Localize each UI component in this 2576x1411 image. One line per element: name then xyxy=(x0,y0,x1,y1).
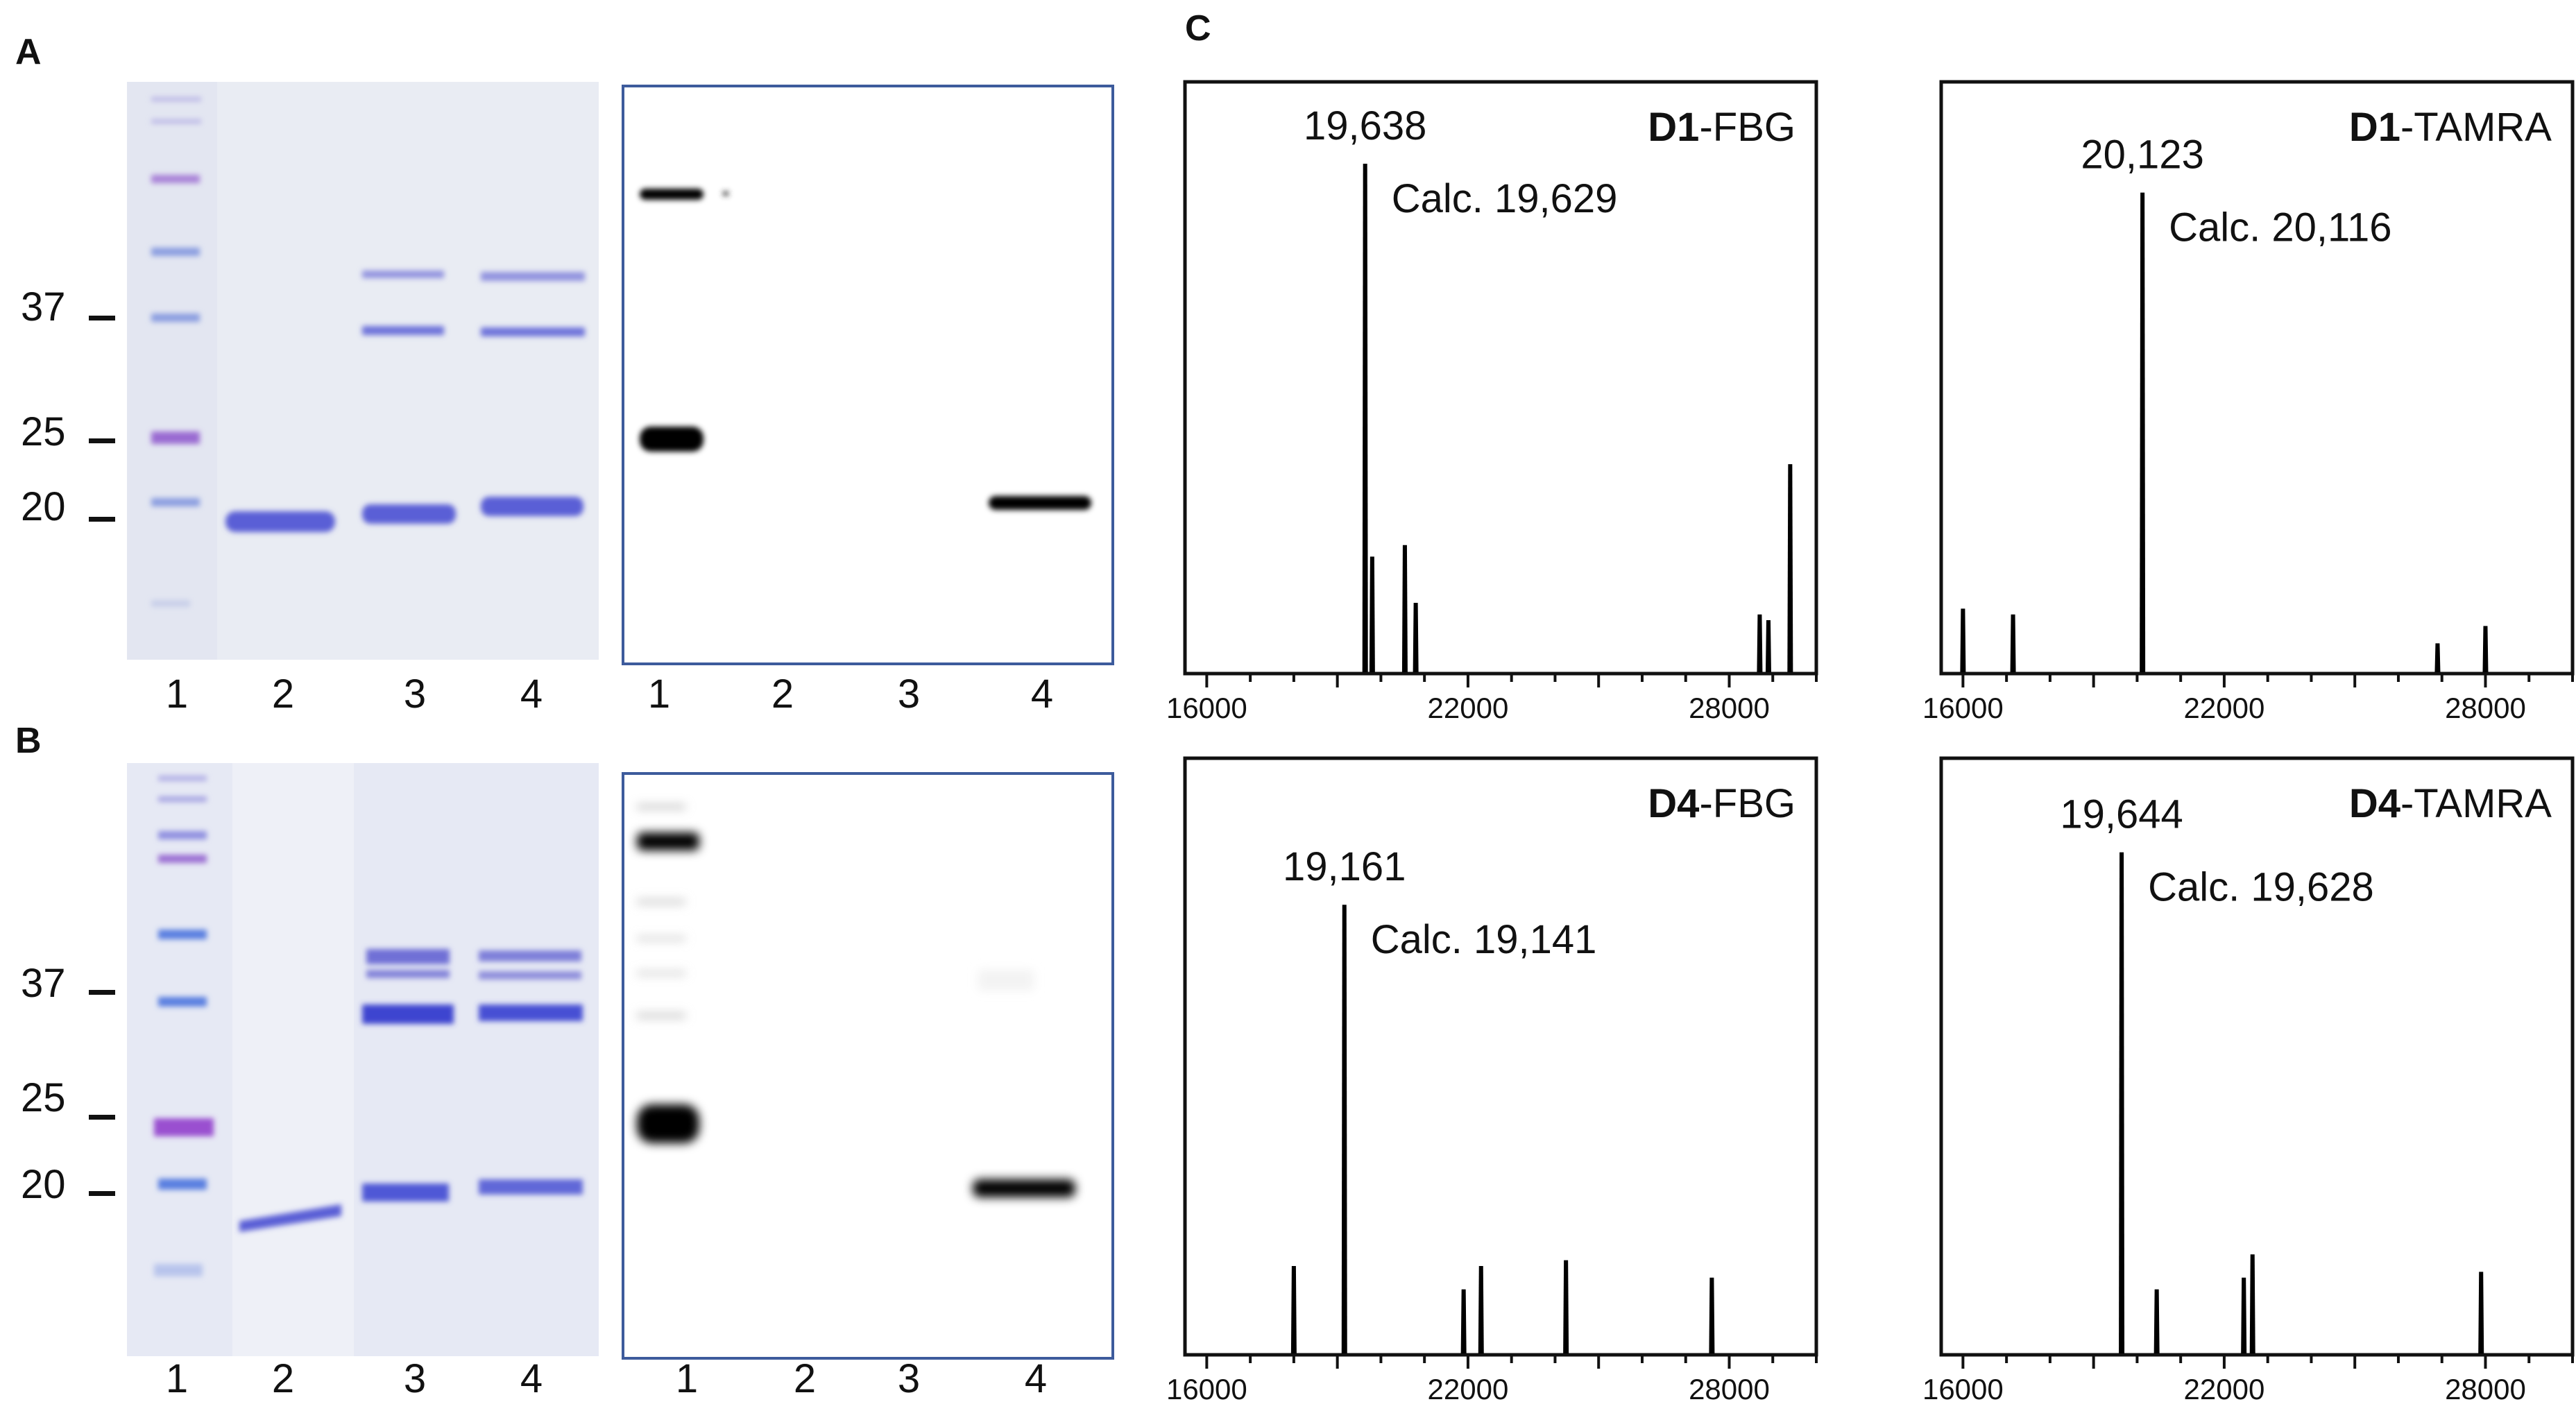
spectrum-title: D4-TAMRA xyxy=(2349,781,2552,826)
blot-a-lane-3: 3 xyxy=(898,672,920,717)
spectrum-peak xyxy=(2249,1254,2255,1353)
x-tick-label: 16000 xyxy=(1922,692,2004,724)
gel-a-lane-3: 3 xyxy=(404,672,426,717)
spectrum-peak xyxy=(1413,603,1419,672)
spectrum-peak xyxy=(2119,852,2125,1353)
peak-mass-label: 19,644 xyxy=(2060,792,2183,837)
spectrum-peak xyxy=(2010,614,2016,672)
peak-mass-label: 20,123 xyxy=(2081,132,2203,178)
spectrum-peak xyxy=(1401,545,1408,672)
mw-label-20-b: 20 xyxy=(21,1162,66,1207)
blot-a-lane-2: 2 xyxy=(771,672,794,717)
spectrum-peak xyxy=(1960,608,1966,672)
blot-b-lane-3: 3 xyxy=(898,1356,920,1401)
gel-b-lane-3: 3 xyxy=(404,1356,426,1401)
spectrum-peak xyxy=(2241,1277,2247,1353)
peak-mass-label: 19,161 xyxy=(1283,844,1406,889)
mw-tick-25 xyxy=(89,438,115,443)
spectrum-0: 16000 22000 28000 D1-FBG 19,638 Calc. 19,629 xyxy=(1166,80,1818,724)
spectrum-title: D1-FBG xyxy=(1648,105,1795,150)
x-tick-label: 16000 xyxy=(1166,692,1247,724)
gel-b-lane-1: 1 xyxy=(166,1356,188,1401)
coomassie-gel-b xyxy=(127,763,599,1356)
calc-mass-label: Calc. 19,629 xyxy=(1392,176,1618,221)
spectrum-peak xyxy=(2478,1272,2484,1353)
panel-a-letter: A xyxy=(15,32,42,72)
x-tick-label: 28000 xyxy=(2445,1373,2526,1405)
gel-a-lane-2: 2 xyxy=(272,672,294,717)
western-blot-a xyxy=(622,85,1114,665)
spectrum-peak xyxy=(2482,626,2489,672)
mw-label-37-b: 37 xyxy=(21,961,66,1006)
blot-a-lane-4: 4 xyxy=(1031,672,1053,717)
spectrum-frame xyxy=(1939,80,2575,676)
x-tick-label: 28000 xyxy=(1689,692,1770,724)
blot-b-lane-2: 2 xyxy=(794,1356,816,1401)
spectrum-peak xyxy=(1787,464,1793,672)
gel-b-lane-4: 4 xyxy=(520,1356,543,1401)
x-tick-label: 28000 xyxy=(1689,1373,1770,1405)
blot-a-lane-1: 1 xyxy=(648,672,670,717)
x-tick-label: 22000 xyxy=(1428,1373,1509,1405)
spectrum-peak xyxy=(1341,905,1347,1353)
spectrum-peak xyxy=(2153,1289,2160,1353)
mw-tick-20 xyxy=(89,517,115,522)
x-tick-label: 22000 xyxy=(1428,692,1509,724)
mw-label-25-b: 25 xyxy=(21,1075,66,1120)
spectrum-title: D4-FBG xyxy=(1648,781,1795,826)
spectrum-peak xyxy=(1460,1289,1467,1353)
spectrum-peak xyxy=(1478,1266,1484,1353)
spectrum-peak xyxy=(2140,192,2146,672)
mw-label-20: 20 xyxy=(21,484,66,529)
peak-mass-label: 19,638 xyxy=(1304,103,1426,148)
mw-label-25: 25 xyxy=(21,409,66,454)
spectrum-peak xyxy=(1369,556,1375,672)
spectrum-peak xyxy=(1757,614,1763,672)
coomassie-gel-a xyxy=(127,82,599,660)
mw-tick-20-b xyxy=(89,1191,115,1196)
mw-tick-25-b xyxy=(89,1115,115,1120)
mw-tick-37-b xyxy=(89,990,115,995)
gel-b-lane-2: 2 xyxy=(272,1356,294,1401)
spectrum-peak xyxy=(1765,620,1771,672)
spectrum-frame xyxy=(1183,80,1818,676)
x-tick-label: 22000 xyxy=(2184,1373,2265,1405)
spectrum-3: 16000 22000 28000 D4-TAMRA 19,644 Calc. 19,62… xyxy=(1922,756,2575,1405)
mw-tick-37 xyxy=(89,316,115,320)
panel-b-letter: B xyxy=(15,721,42,761)
x-tick-label: 16000 xyxy=(1166,1373,1247,1405)
blot-b-lane-1: 1 xyxy=(676,1356,698,1401)
spectrum-peak xyxy=(1709,1277,1715,1353)
gel-a-lane-4: 4 xyxy=(520,672,543,717)
spectrum-peak xyxy=(2434,643,2441,672)
spectrum-peak xyxy=(1362,163,1368,672)
panel-c-letter: C xyxy=(1185,8,1211,49)
gel-a-lane-1: 1 xyxy=(166,672,188,717)
spectrum-peak xyxy=(1563,1260,1569,1353)
mw-label-37: 37 xyxy=(21,284,66,330)
spectrum-title: D1-TAMRA xyxy=(2349,105,2552,150)
calc-mass-label: Calc. 20,116 xyxy=(2169,205,2391,250)
x-tick-label: 28000 xyxy=(2445,692,2526,724)
spectrum-frame xyxy=(1939,756,2575,1357)
blot-b-lane-4: 4 xyxy=(1025,1356,1047,1401)
calc-mass-label: Calc. 19,141 xyxy=(1371,917,1597,962)
spectrum-frame xyxy=(1183,756,1818,1357)
spectrum-1: 16000 22000 28000 D1-TAMRA 20,123 Calc. 20,11… xyxy=(1922,80,2575,724)
x-tick-label: 16000 xyxy=(1922,1373,2004,1405)
spectrum-2: 16000 22000 28000 D4-FBG 19,161 Calc. 19,141 xyxy=(1166,756,1818,1405)
spectrum-peak xyxy=(1290,1266,1297,1353)
x-tick-label: 22000 xyxy=(2184,692,2265,724)
calc-mass-label: Calc. 19,628 xyxy=(2148,865,2374,910)
western-blot-b xyxy=(622,772,1114,1360)
